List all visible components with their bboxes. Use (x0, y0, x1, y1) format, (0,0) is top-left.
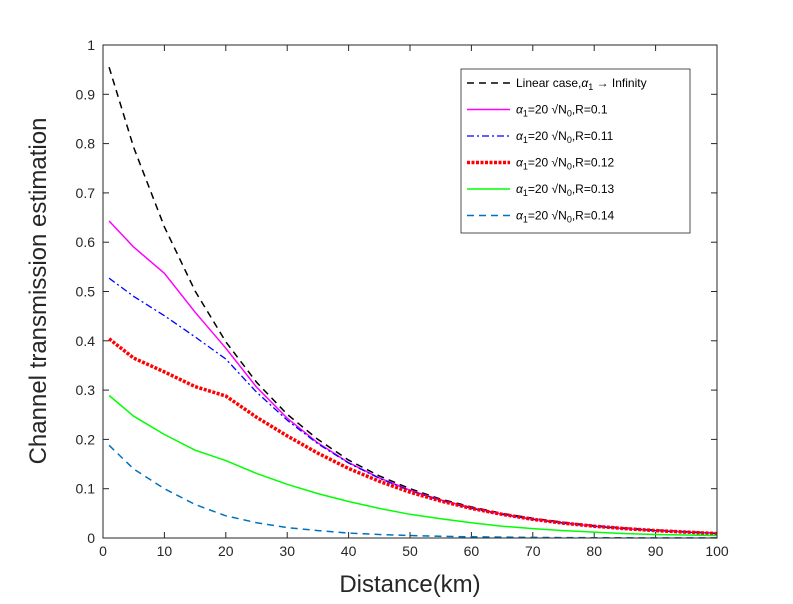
legend-text-part: α (516, 129, 524, 143)
legend-text-part: 1 (588, 82, 593, 92)
legend-text-part: 0 (567, 188, 572, 198)
legend-label-1: Linear case,α1 → Infinity (516, 76, 647, 92)
legend-text-part: =20 √N (528, 103, 567, 117)
legend-text-part: 1 (523, 162, 528, 172)
legend-text-part: 0 (567, 135, 572, 145)
legend-text-part: 1 (523, 215, 528, 225)
legend-label-6: α1=20 √N0,R=0.14 (516, 209, 615, 225)
legend-text-part: 1 (523, 135, 528, 145)
x-tick-label: 40 (341, 543, 357, 559)
legend-text-part: ,R=0.14 (572, 209, 615, 223)
x-tick-label: 20 (218, 543, 234, 559)
x-tick-label: 30 (279, 543, 295, 559)
y-tick-label: 0.3 (76, 382, 96, 398)
legend-text-part: α (516, 103, 524, 117)
legend-text-part: 1 (523, 188, 528, 198)
y-tick-label: 0.2 (76, 431, 96, 447)
y-tick-label: 0.6 (76, 234, 96, 250)
x-tick-label: 50 (402, 543, 418, 559)
legend-text-part: =20 √N (528, 156, 567, 170)
legend-text-part: ,R=0.1 (572, 103, 608, 117)
legend-text-part: ,R=0.11 (572, 129, 614, 143)
y-tick-label: 0.7 (76, 185, 96, 201)
x-tick-label: 0 (99, 543, 107, 559)
y-tick-label: 0.4 (76, 333, 96, 349)
legend-text-part: 0 (567, 215, 572, 225)
legend-text-part: 1 (523, 109, 528, 119)
legend-label-3: α1=20 √N0,R=0.11 (516, 129, 614, 145)
y-tick-label: 0.9 (76, 86, 96, 102)
x-tick-label: 90 (648, 543, 664, 559)
axes-box (102, 44, 718, 539)
legend-text-part: =20 √N (528, 182, 567, 196)
legend-box (460, 68, 691, 234)
legend-text-part: α (581, 76, 589, 90)
legend-text-part: → Infinity (593, 76, 646, 90)
y-tick-label: 0 (87, 530, 95, 546)
legend-text-part: α (516, 209, 524, 223)
legend-label-5: α1=20 √N0,R=0.13 (516, 182, 615, 198)
x-axis-label: Distance(km) (339, 571, 480, 598)
series-line-5 (108, 394, 718, 537)
y-tick-label: 0.8 (76, 136, 96, 152)
x-tick-label: 60 (464, 543, 480, 559)
legend-text-part: =20 √N (528, 209, 567, 223)
legend-text-part: ,R=0.13 (572, 182, 615, 196)
legend-text-part: α (516, 156, 524, 170)
x-tick-label: 80 (586, 543, 602, 559)
x-tick-label: 10 (157, 543, 173, 559)
legend-text-part: =20 √N (528, 129, 567, 143)
legend-text-part: Linear case, (516, 76, 581, 90)
series-line-4 (108, 337, 718, 536)
x-axis-ticks: 0 10 20 30 40 50 60 70 80 90 100 (99, 45, 729, 559)
x-tick-label: 70 (525, 543, 541, 559)
legend-text-part: 0 (567, 162, 572, 172)
y-tick-label: 0.1 (76, 481, 96, 497)
y-tick-label: 0.5 (76, 284, 96, 300)
x-tick-label: 100 (705, 543, 729, 559)
legend-label-2: α1=20 √N0,R=0.1 (516, 103, 608, 119)
y-tick-label: 1 (87, 37, 95, 53)
y-axis-label: Channel transmission estimation (25, 118, 52, 465)
legend-text-part: ,R=0.12 (572, 156, 615, 170)
legend-text-part: 0 (567, 109, 572, 119)
y-axis-ticks: 0 0.1 0.2 0.3 0.4 0.5 0.6 0.7 0.8 0.9 1 (76, 37, 717, 546)
legend-text-part: α (516, 182, 524, 196)
legend-label-4: α1=20 √N0,R=0.12 (516, 156, 615, 172)
